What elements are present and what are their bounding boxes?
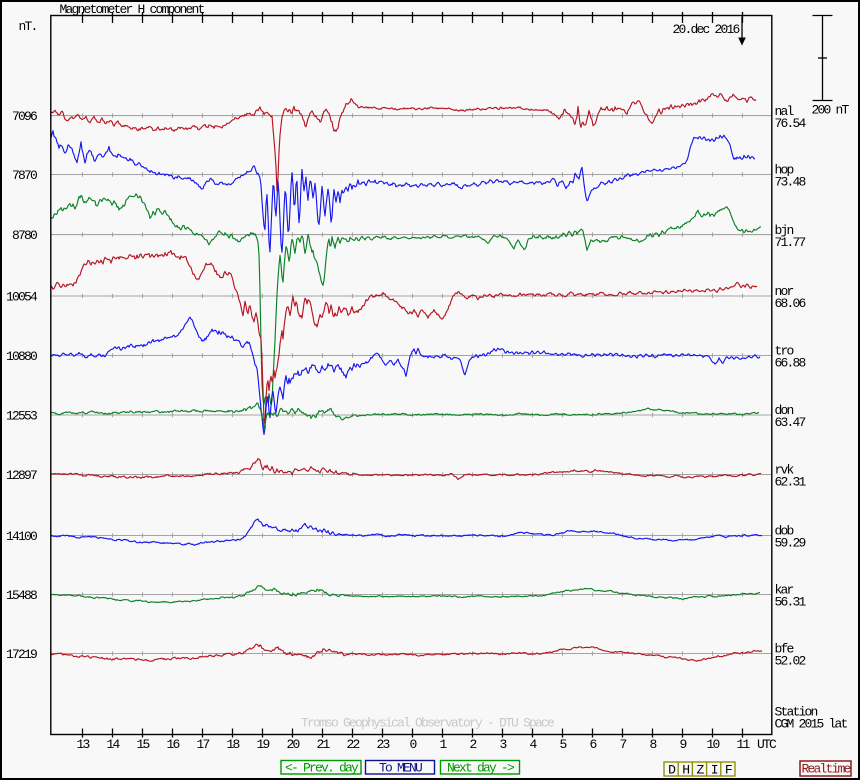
- svg-text:D: D: [668, 763, 676, 778]
- svg-text:F: F: [725, 763, 732, 778]
- svg-text:nT.: nT.: [19, 19, 37, 34]
- svg-text:dob: dob: [775, 524, 794, 539]
- svg-text:11: 11: [736, 737, 750, 752]
- svg-text:17219: 17219: [6, 647, 37, 662]
- svg-text:2: 2: [469, 737, 476, 752]
- svg-text:Station: Station: [775, 705, 818, 720]
- svg-text:bjn: bjn: [775, 223, 794, 238]
- svg-text:56.31: 56.31: [775, 595, 807, 610]
- svg-text:52.02: 52.02: [775, 654, 806, 669]
- svg-text:14100: 14100: [6, 529, 37, 544]
- svg-text:Tromso Geophysical Observatory: Tromso Geophysical Observatory - DTU Spa…: [301, 716, 554, 731]
- svg-text:3: 3: [499, 737, 506, 752]
- svg-text:63.47: 63.47: [775, 415, 806, 430]
- svg-text:bfe: bfe: [775, 642, 794, 657]
- svg-text:21: 21: [316, 737, 330, 752]
- svg-text:13: 13: [76, 737, 89, 752]
- svg-text:76.54: 76.54: [775, 116, 807, 131]
- svg-text:I: I: [711, 763, 718, 778]
- svg-text:73.48: 73.48: [775, 175, 806, 190]
- svg-text:tro: tro: [775, 344, 794, 359]
- svg-text:12897: 12897: [6, 468, 37, 483]
- svg-text:hop: hop: [775, 163, 794, 178]
- svg-text:Realtime: Realtime: [801, 762, 850, 777]
- svg-text:rvk: rvk: [775, 463, 795, 478]
- svg-text:7: 7: [619, 737, 626, 752]
- svg-text:9: 9: [679, 737, 686, 752]
- svg-text:20: 20: [286, 737, 299, 752]
- svg-text:6: 6: [589, 737, 596, 752]
- svg-text:23: 23: [376, 737, 389, 752]
- svg-text:71.77: 71.77: [775, 235, 806, 250]
- svg-text:8780: 8780: [12, 228, 37, 243]
- svg-text:14: 14: [106, 737, 120, 752]
- svg-text:don: don: [775, 403, 794, 418]
- svg-text:68.06: 68.06: [775, 296, 806, 311]
- svg-text:22: 22: [346, 737, 359, 752]
- svg-text:7870: 7870: [12, 168, 37, 183]
- svg-text:12553: 12553: [6, 408, 37, 423]
- svg-text:10880: 10880: [6, 349, 37, 364]
- svg-text:17: 17: [196, 737, 209, 752]
- svg-text:kar: kar: [775, 583, 794, 598]
- svg-text:Next day ->: Next day ->: [447, 761, 515, 776]
- svg-text:20.dec 2016: 20.dec 2016: [673, 22, 740, 37]
- svg-text:19: 19: [256, 737, 269, 752]
- svg-text:66.88: 66.88: [775, 356, 806, 371]
- svg-text:8: 8: [649, 737, 656, 752]
- svg-text:59.29: 59.29: [775, 536, 806, 551]
- svg-text:10: 10: [706, 737, 719, 752]
- svg-text:Z: Z: [696, 763, 704, 778]
- svg-text:Magnetometer H component: Magnetometer H component: [60, 2, 205, 17]
- svg-text:15: 15: [136, 737, 149, 752]
- svg-text:62.31: 62.31: [775, 475, 807, 490]
- svg-text:200 nT: 200 nT: [812, 103, 850, 118]
- svg-text:4: 4: [529, 737, 537, 752]
- svg-text:18: 18: [226, 737, 239, 752]
- svg-text:nal: nal: [775, 104, 795, 119]
- svg-text:CGM 2015 lat: CGM 2015 lat: [775, 717, 848, 732]
- svg-text:1: 1: [439, 737, 447, 752]
- svg-text:nor: nor: [775, 284, 794, 299]
- svg-text:To MENU: To MENU: [379, 761, 422, 776]
- svg-text:0: 0: [409, 737, 416, 752]
- svg-text:16: 16: [166, 737, 179, 752]
- svg-text:15488: 15488: [6, 588, 37, 603]
- svg-text:<- Prev. day: <- Prev. day: [285, 761, 359, 776]
- svg-text:5: 5: [559, 737, 566, 752]
- svg-text:H: H: [682, 763, 689, 778]
- svg-text:7096: 7096: [12, 109, 37, 124]
- svg-text:10054: 10054: [6, 289, 38, 304]
- svg-text:UTC: UTC: [757, 737, 777, 752]
